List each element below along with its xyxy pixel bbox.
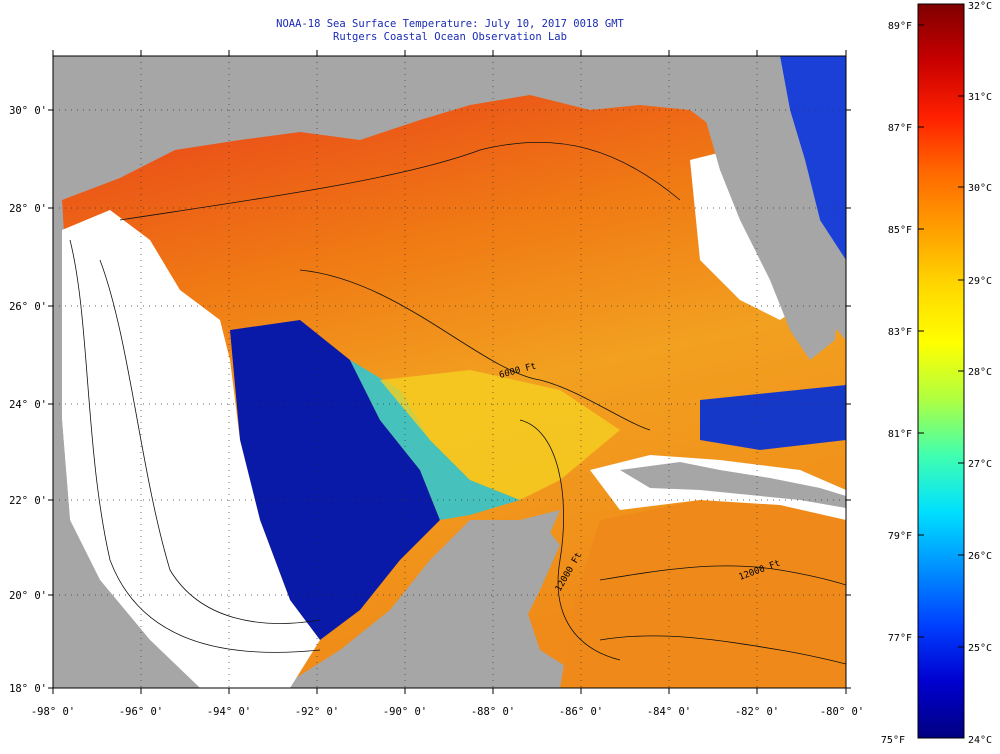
- celsius-label: 30°C: [968, 183, 992, 194]
- fahrenheit-label: 83°F: [888, 327, 912, 338]
- yucatan-peninsula: [390, 520, 560, 688]
- lon-tick-label: -98° 0': [31, 706, 75, 718]
- lat-tick-label: 24° 0': [9, 399, 47, 411]
- lat-tick-label: 18° 0': [9, 683, 47, 695]
- cuba: [620, 462, 846, 508]
- map-subtitle: Rutgers Coastal Ocean Observation Lab: [333, 31, 567, 43]
- longitude-axis: -98° 0' -96° 0' -94° 0' -92° 0' -90° 0' …: [31, 706, 864, 718]
- graticule: [53, 56, 846, 688]
- celsius-label: 32°C: [968, 1, 992, 12]
- fahrenheit-label: 77°F: [888, 633, 912, 644]
- atlantic-water: [780, 56, 846, 260]
- contour-line: [519, 419, 621, 661]
- map-title: NOAA-18 Sea Surface Temperature: July 10…: [276, 18, 624, 30]
- lat-tick-label: 30° 0': [9, 105, 47, 117]
- lon-tick-label: -94° 0': [207, 706, 251, 718]
- cloud-cover-west: [62, 210, 320, 688]
- colorbar-gradient: [917, 3, 965, 739]
- lon-tick-label: -88° 0': [471, 706, 515, 718]
- colorbar: 89°F 87°F 85°F 83°F 81°F 79°F 77°F 75°F …: [881, 1, 992, 746]
- lon-tick-label: -80° 0': [820, 706, 864, 718]
- celsius-label: 24°C: [968, 735, 992, 746]
- lon-tick-label: -96° 0': [119, 706, 163, 718]
- celsius-label: 27°C: [968, 459, 992, 470]
- axis-ticks: [48, 50, 851, 694]
- lon-tick-label: -84° 0': [647, 706, 691, 718]
- latitude-axis: 18° 0' 20° 0' 22° 0' 24° 0' 26° 0' 28° 0…: [9, 105, 47, 695]
- colorbar-ticks: [918, 24, 964, 648]
- contour-line: [599, 635, 846, 665]
- celsius-label: 26°C: [968, 551, 992, 562]
- lat-tick-label: 20° 0': [9, 590, 47, 602]
- celsius-label: 31°C: [968, 92, 992, 103]
- us-gulf-coast: [53, 56, 780, 200]
- contour-line: [69, 239, 321, 653]
- lat-tick-label: 28° 0': [9, 203, 47, 215]
- mexico-coast: [53, 200, 200, 688]
- fahrenheit-label: 79°F: [888, 531, 912, 542]
- lon-tick-label: -90° 0': [383, 706, 427, 718]
- lat-tick-label: 26° 0': [9, 301, 47, 313]
- lon-tick-label: -86° 0': [559, 706, 603, 718]
- fahrenheit-label: 87°F: [888, 123, 912, 134]
- lat-tick-label: 22° 0': [9, 495, 47, 507]
- yellow-band: [380, 370, 620, 500]
- caribbean-water: [560, 500, 846, 688]
- fahrenheit-label: 89°F: [888, 21, 912, 32]
- celsius-label: 28°C: [968, 367, 992, 378]
- contour-line: [299, 269, 651, 431]
- contour-line: [599, 565, 846, 586]
- contour-line: [119, 141, 681, 221]
- lon-tick-label: -92° 0': [295, 706, 339, 718]
- celsius-label: 25°C: [968, 643, 992, 654]
- bathymetry-contours: [69, 141, 846, 665]
- map-area: 6000 Ft 12000 Ft 12000 Ft: [53, 56, 846, 688]
- straits-cool: [700, 385, 846, 450]
- fahrenheit-label: 85°F: [888, 225, 912, 236]
- map-frame: [52, 55, 847, 689]
- fahrenheit-label: 75°F: [881, 735, 905, 746]
- cyan-front: [350, 360, 520, 520]
- florida-peninsula: [700, 56, 840, 360]
- lon-tick-label: -82° 0': [735, 706, 779, 718]
- celsius-label: 29°C: [968, 276, 992, 287]
- contour-line: [99, 259, 321, 624]
- cool-upwelling: [230, 320, 440, 640]
- fahrenheit-label: 81°F: [888, 429, 912, 440]
